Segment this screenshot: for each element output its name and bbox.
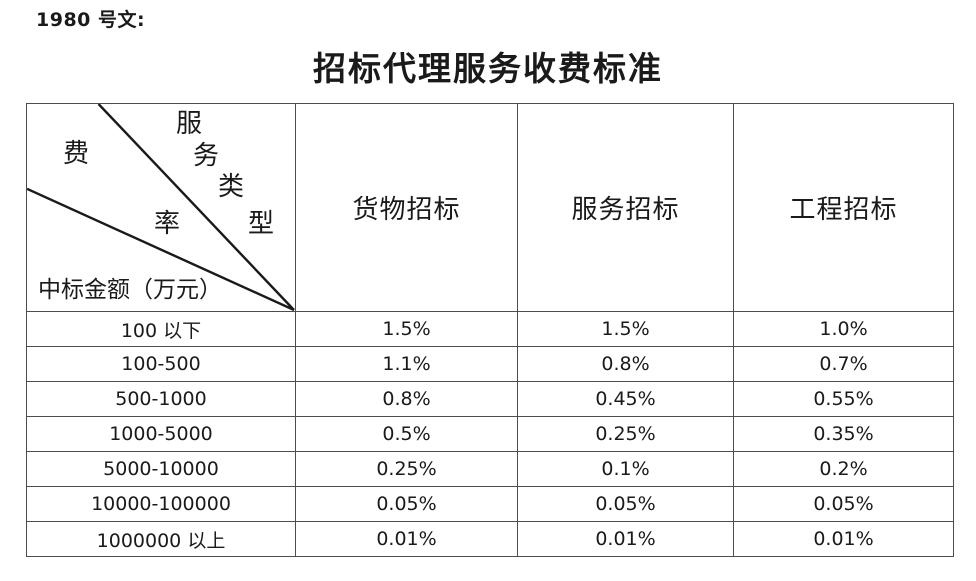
rate-value-cell: 0.05% [733, 486, 954, 522]
amount-range-cell: 5000-10000 [26, 451, 296, 487]
table-row: 100 以下 1.5% 1.5% 1.0% [26, 311, 954, 347]
rate-value-cell: 0.45% [517, 381, 734, 417]
rate-value-cell: 0.01% [733, 521, 954, 557]
fee-table-body: 100 以下 1.5% 1.5% 1.0% 100-500 1.1% 0.8% 0.7% 500… [26, 311, 954, 557]
diagonal-divider-lines [27, 104, 295, 311]
rate-value-cell: 0.8% [517, 346, 734, 382]
amount-range-cell: 100-500 [26, 346, 296, 382]
rate-value-cell: 0.35% [733, 416, 954, 452]
page-title: 招标代理服务收费标准 [313, 52, 663, 88]
table-row: 500-1000 0.8% 0.45% 0.55% [26, 381, 954, 417]
column-header-engineering-bidding: 工程招标 [733, 103, 954, 312]
amount-range-cell: 10000-100000 [26, 486, 296, 522]
table-row: 1000000 以上 0.01% 0.01% 0.01% [26, 521, 954, 557]
table-row: 10000-100000 0.05% 0.05% 0.05% [26, 486, 954, 522]
corner-char-service-3: 类 [218, 172, 245, 201]
rate-value-cell: 0.01% [295, 521, 518, 557]
rate-value-cell: 0.25% [295, 451, 518, 487]
corner-char-service-2: 务 [193, 141, 220, 170]
rate-value-cell: 0.55% [733, 381, 954, 417]
corner-char-service-4: 型 [248, 209, 275, 238]
table-row: 1000-5000 0.5% 0.25% 0.35% [26, 416, 954, 452]
amount-range-cell: 1000-5000 [26, 416, 296, 452]
rate-value-cell: 1.0% [733, 311, 954, 347]
rate-value-cell: 1.5% [295, 311, 518, 347]
rate-value-cell: 0.25% [517, 416, 734, 452]
rate-value-cell: 0.1% [517, 451, 734, 487]
doc-number-label: 1980 号文: [36, 9, 146, 31]
header-row: 费 率 服 务 类 型 中标金额（万元） 货物招标 服务招标 工程招标 [26, 103, 954, 312]
rate-value-cell: 0.2% [733, 451, 954, 487]
rate-value-cell: 0.7% [733, 346, 954, 382]
corner-char-fee: 费 [63, 139, 90, 168]
rate-value-cell: 0.8% [295, 381, 518, 417]
amount-range-cell: 1000000 以上 [26, 521, 296, 557]
corner-char-service-1: 服 [176, 109, 203, 138]
corner-char-rate: 率 [154, 209, 181, 238]
amount-range-cell: 500-1000 [26, 381, 296, 417]
rate-value-cell: 0.05% [295, 486, 518, 522]
rate-value-cell: 0.05% [517, 486, 734, 522]
rate-value-cell: 1.5% [517, 311, 734, 347]
table-row: 5000-10000 0.25% 0.1% 0.2% [26, 451, 954, 487]
fee-table: 费 率 服 务 类 型 中标金额（万元） 货物招标 服务招标 工程招标 100 … [26, 103, 954, 557]
column-header-service-bidding: 服务招标 [517, 103, 734, 312]
corner-header-cell: 费 率 服 务 类 型 中标金额（万元） [26, 103, 296, 312]
amount-axis-label: 中标金额（万元） [38, 277, 222, 302]
rate-value-cell: 0.5% [295, 416, 518, 452]
rate-value-cell: 0.01% [517, 521, 734, 557]
table-row: 100-500 1.1% 0.8% 0.7% [26, 346, 954, 382]
rate-value-cell: 1.1% [295, 346, 518, 382]
amount-range-cell: 100 以下 [26, 311, 296, 347]
column-header-goods-bidding: 货物招标 [295, 103, 518, 312]
